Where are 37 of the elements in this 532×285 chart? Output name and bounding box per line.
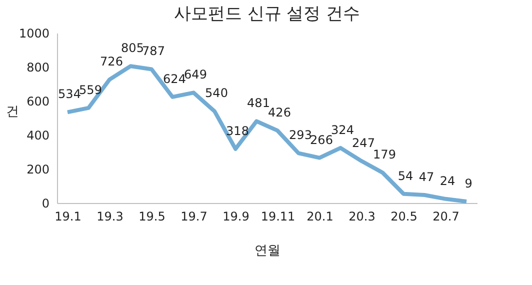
chart-title: 사모펀드 신규 설정 건수 (174, 4, 360, 24)
x-tick-label: 19.5 (138, 210, 166, 224)
data-label: 805 (121, 41, 144, 56)
y-tick-label: 600 (26, 94, 50, 108)
x-tick-label: 20.1 (306, 210, 334, 224)
x-tick-label: 19.7 (180, 210, 208, 224)
y-axis-title: 건 (6, 104, 19, 120)
x-tick-label: 19.9 (222, 210, 250, 224)
x-tick-label: 20.3 (348, 210, 376, 224)
data-label: 649 (184, 68, 207, 82)
data-label: 481 (247, 96, 270, 110)
x-tick-label: 20.7 (432, 210, 460, 224)
y-tick-label: 0 (42, 196, 50, 210)
data-label: 266 (310, 132, 333, 147)
x-tick-label: 19.1 (54, 210, 82, 224)
data-label: 47 (418, 170, 434, 184)
data-label: 324 (331, 122, 354, 137)
data-label: 540 (205, 86, 228, 100)
data-label: 534 (58, 87, 81, 102)
data-label: 293 (289, 128, 312, 142)
x-tick-label: 19.11 (260, 210, 296, 224)
x-axis-title: 연월 (254, 244, 280, 258)
y-tick-label: 400 (26, 128, 50, 142)
data-label: 426 (268, 106, 291, 120)
data-label: 726 (100, 54, 123, 69)
x-tick-label: 19.3 (96, 210, 124, 224)
data-label: 624 (163, 72, 186, 86)
data-label: 24 (440, 174, 456, 188)
y-tick-label: 800 (26, 60, 50, 74)
data-label: 179 (373, 148, 396, 162)
y-tick-label: 1000 (18, 26, 50, 40)
y-tick-label: 200 (26, 162, 50, 176)
data-label: 247 (352, 136, 375, 150)
data-label: 54 (398, 168, 414, 183)
x-tick-label: 20.5 (390, 210, 418, 224)
data-label: 787 (142, 44, 165, 58)
data-label: 9 (464, 176, 472, 190)
